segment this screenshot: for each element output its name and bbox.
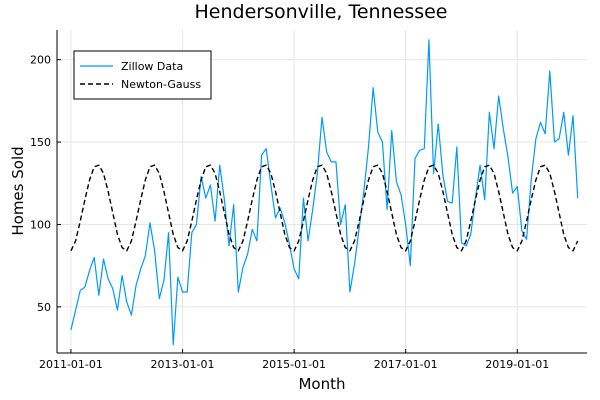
x-tick-label: 2015-01-01: [262, 358, 326, 371]
series-layer: [70, 39, 579, 346]
legend-label-zillow-data: Zillow Data: [121, 60, 183, 73]
series-line-newton-gauss: [70, 164, 579, 252]
y-tick-labels: 50 100 150 200: [30, 54, 61, 314]
legend: Zillow Data Newton-Gauss: [73, 50, 212, 100]
axes: [56, 30, 587, 354]
x-tick-label: 2011-01-01: [39, 358, 103, 371]
y-tick-label: 100: [30, 218, 51, 231]
legend-label-newton-gauss: Newton-Gauss: [121, 78, 201, 91]
x-tick-label: 2019-01-01: [485, 358, 549, 371]
x-axis-title: Month: [298, 375, 345, 393]
x-tick-label: 2013-01-01: [151, 358, 215, 371]
y-axis-title: Homes Sold: [9, 146, 27, 235]
x-tick-labels: 2011-01-01 2013-01-01 2015-01-01 2017-01-01…: [39, 349, 549, 371]
y-tick-label: 50: [37, 301, 51, 314]
x-tick-label: 2017-01-01: [374, 358, 438, 371]
legend-box: [73, 50, 212, 100]
chart-title: Hendersonville, Tennessee: [194, 1, 447, 23]
series-line-zillow-data: [70, 39, 579, 346]
y-tick-label: 200: [30, 54, 51, 67]
y-tick-label: 150: [30, 136, 51, 149]
